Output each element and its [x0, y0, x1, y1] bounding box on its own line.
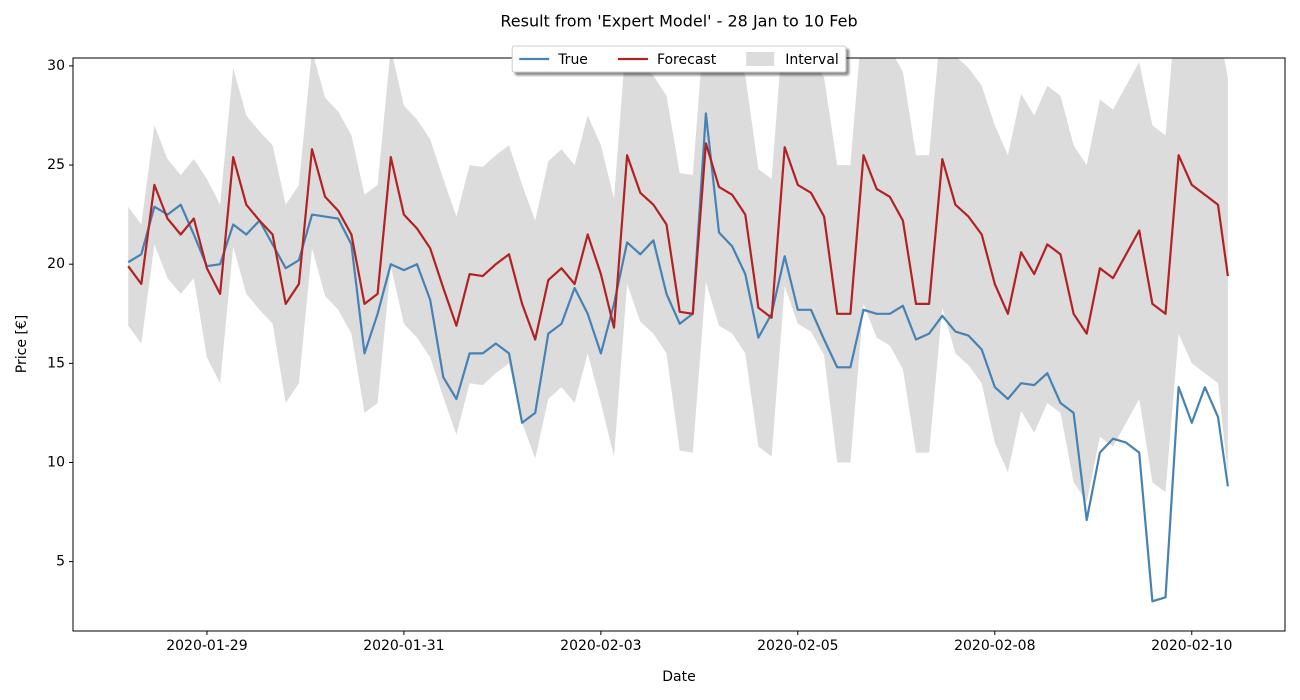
y-tick-label: 15 [47, 355, 65, 371]
legend-label: True [557, 52, 588, 68]
legend-item: Forecast [617, 52, 717, 68]
series-line [127, 142, 1229, 341]
y-tick-label: 30 [47, 58, 65, 74]
legend-item: True [519, 52, 588, 68]
y-tick-label: 25 [47, 157, 65, 173]
plot-area [127, 58, 1229, 603]
x-tick-label: 2020-02-03 [560, 638, 641, 654]
legend-label: Interval [785, 52, 839, 68]
x-tick-label: 2020-02-05 [757, 638, 838, 654]
legend: True Forecast Interval [511, 45, 847, 73]
interval-band [128, 58, 1228, 503]
x-axis-label: Date [662, 669, 695, 685]
y-tick-label: 5 [56, 554, 65, 570]
x-tick-label: 2020-02-08 [954, 638, 1035, 654]
legend-swatch [746, 52, 775, 66]
chart-title: Result from 'Expert Model' - 28 Jan to 1… [500, 12, 857, 31]
x-tick-label: 2020-01-31 [363, 638, 444, 654]
x-tick-label: 2020-01-29 [166, 638, 247, 654]
y-tick-label: 20 [47, 256, 65, 272]
legend-label: Forecast [657, 52, 717, 68]
legend-item: Interval [746, 52, 839, 68]
y-axis-label: Price [€] [14, 315, 30, 373]
x-tick-label: 2020-02-10 [1151, 638, 1232, 654]
axes: 5 10 15 20 25 30 2020-01-29 2020-01-31 2020-02-0… [47, 58, 1232, 654]
series-line [127, 112, 1229, 603]
y-tick-label: 10 [47, 454, 65, 470]
